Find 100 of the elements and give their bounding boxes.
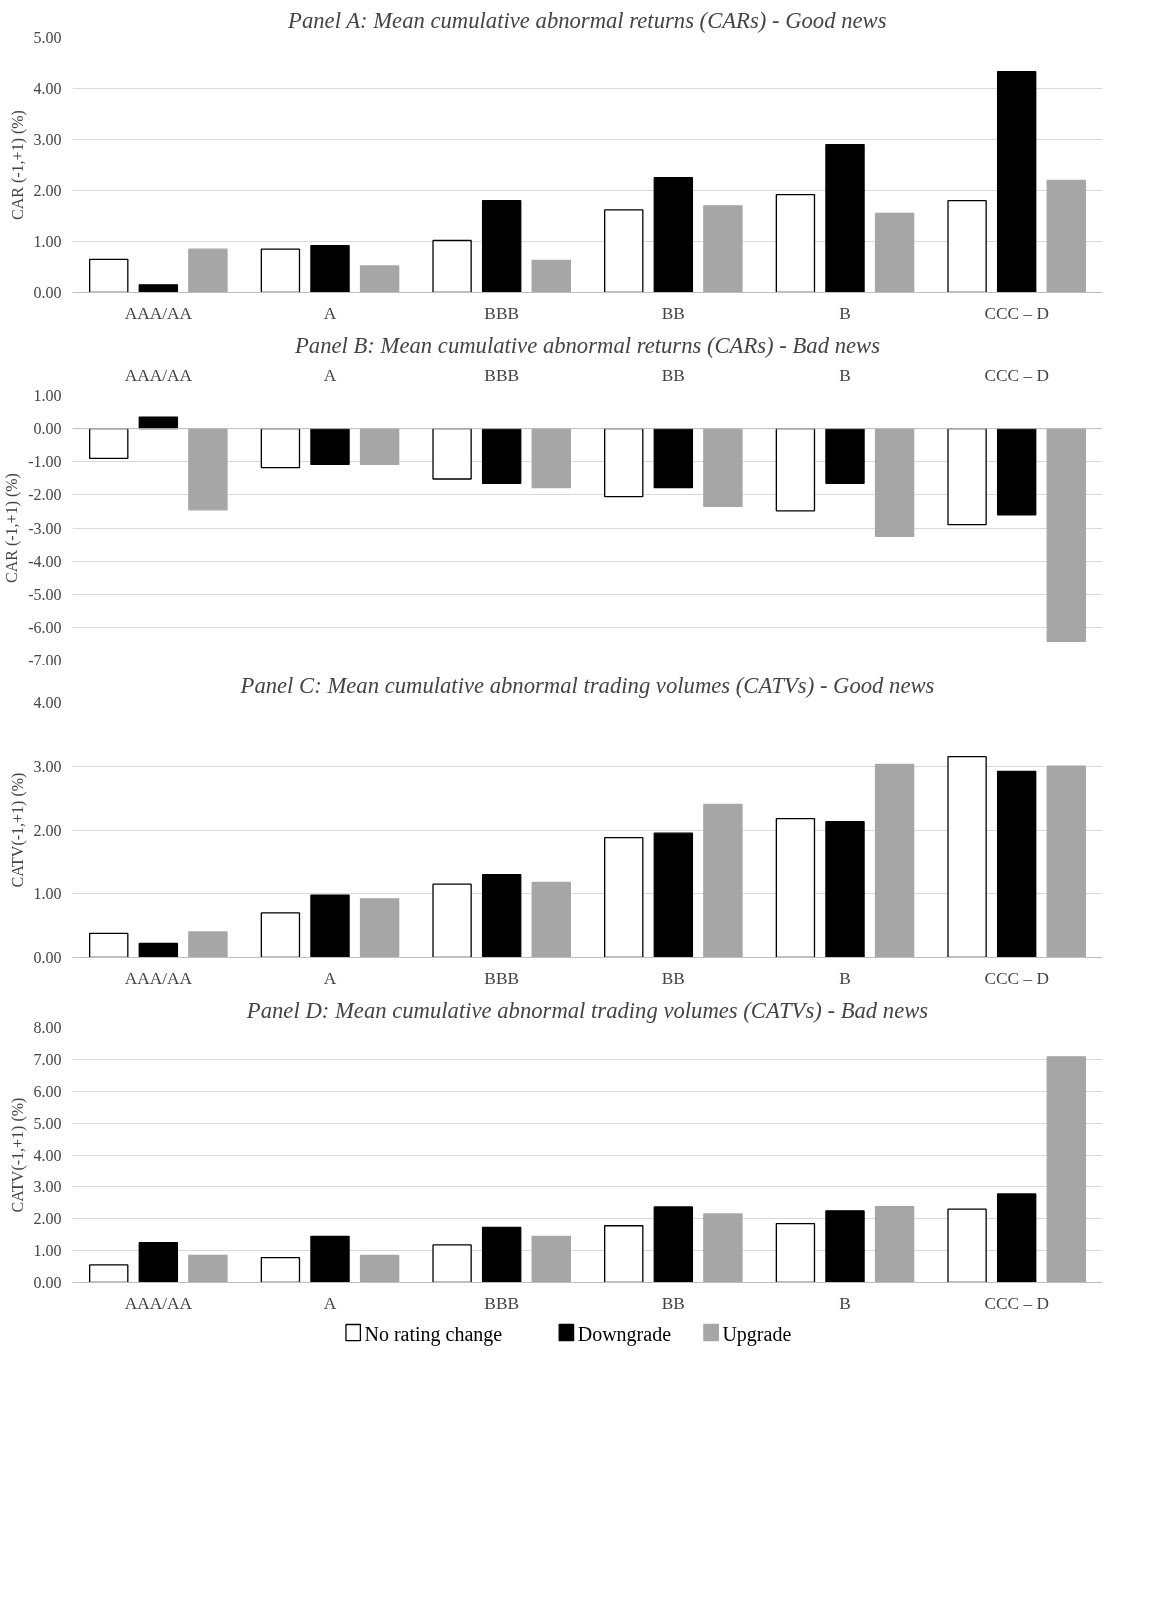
x-tick-label: A xyxy=(323,1293,337,1313)
bar xyxy=(138,284,179,293)
y-tick-label: 2.00 xyxy=(33,1210,62,1228)
bar xyxy=(1046,179,1086,293)
y-tick-label: 3.00 xyxy=(33,1178,62,1196)
y-tick-label: 7.00 xyxy=(33,1050,62,1068)
bar xyxy=(260,912,301,958)
y-tick-label: 2.00 xyxy=(33,182,62,199)
y-tick-label: -7.00 xyxy=(28,651,62,669)
y-tick-label: -1.00 xyxy=(28,453,62,471)
x-tick-label: B xyxy=(839,968,851,988)
y-tick-label: 2.00 xyxy=(33,821,62,839)
y-tick-label: 5.00 xyxy=(33,29,62,46)
bar xyxy=(825,143,865,293)
bar xyxy=(531,881,571,958)
bar xyxy=(996,71,1037,293)
bar xyxy=(874,212,915,293)
y-tick-label: 0.00 xyxy=(33,420,62,438)
bar xyxy=(775,193,816,293)
bar xyxy=(1046,765,1086,958)
bar xyxy=(310,244,350,293)
y-axis-title: CATV(-1,+1) (%) xyxy=(8,1097,27,1213)
bar xyxy=(604,837,644,958)
bar xyxy=(703,1213,743,1283)
bar xyxy=(359,265,400,293)
y-tick-label: -4.00 xyxy=(28,552,62,570)
legend-label: Upgrade xyxy=(722,1322,792,1346)
chart-title: Panel B: Mean cumulative abnormal returns (CARs) - Bad news xyxy=(294,332,881,358)
x-tick-label: AAA/AA xyxy=(124,1293,193,1313)
x-tick-label: BB xyxy=(661,365,685,385)
x-tick-label: BBB xyxy=(484,968,520,988)
bar xyxy=(260,248,301,293)
x-tick-label: BBB xyxy=(484,1293,520,1313)
bar xyxy=(432,883,472,958)
bar xyxy=(874,763,915,958)
bar xyxy=(260,1256,301,1283)
bar xyxy=(138,1242,179,1283)
x-tick-label: CCC – D xyxy=(984,303,1049,323)
bar xyxy=(775,1222,816,1283)
x-tick-label: BB xyxy=(661,1293,685,1313)
y-tick-label: 5.00 xyxy=(33,1114,62,1132)
bar xyxy=(653,832,694,958)
bar xyxy=(703,803,743,958)
bar xyxy=(947,200,987,293)
x-tick-label: CCC – D xyxy=(984,968,1049,988)
y-tick-label: 4.00 xyxy=(33,694,62,711)
x-tick-label: A xyxy=(323,968,337,988)
bar xyxy=(874,1205,915,1283)
bar xyxy=(481,1226,522,1283)
bar xyxy=(481,873,522,958)
bar xyxy=(604,209,644,293)
bar xyxy=(89,1264,129,1283)
x-tick-label: AAA/AA xyxy=(124,968,193,988)
bar xyxy=(359,1254,400,1283)
bar xyxy=(825,821,865,958)
y-tick-label: 0.00 xyxy=(33,949,62,966)
chart-title: Panel D: Mean cumulative abnormal trading volumes (CATVs) - Bad news xyxy=(245,997,929,1023)
legend-label: No rating change xyxy=(364,1322,503,1346)
bar xyxy=(89,258,129,293)
x-tick-label: CCC – D xyxy=(984,365,1049,385)
bar xyxy=(89,932,129,958)
x-tick-label: BB xyxy=(661,303,685,323)
bar xyxy=(996,1193,1037,1283)
chart-title: Panel A: Mean cumulative abnormal returns (CARs) - Good news xyxy=(287,7,887,33)
y-tick-label: 1.00 xyxy=(33,387,62,404)
bar xyxy=(996,770,1037,958)
y-tick-label: 1.00 xyxy=(33,233,62,250)
y-tick-label: 8.00 xyxy=(33,1019,62,1036)
x-tick-label: BB xyxy=(661,968,685,988)
x-tick-label: BBB xyxy=(484,303,520,323)
y-axis-title: CAR (-1,+1) (%) xyxy=(3,473,22,583)
x-tick-label: B xyxy=(839,303,851,323)
bar xyxy=(188,1254,228,1283)
bar xyxy=(653,1206,694,1283)
x-tick-label: BBB xyxy=(484,365,520,385)
y-tick-label: 3.00 xyxy=(33,131,62,148)
bar xyxy=(653,177,694,293)
x-tick-label: B xyxy=(839,365,851,385)
x-tick-label: B xyxy=(839,1293,851,1313)
bar xyxy=(432,1244,472,1283)
y-tick-label: 1.00 xyxy=(33,885,62,903)
bar xyxy=(310,1235,350,1283)
x-tick-label: AAA/AA xyxy=(124,365,193,385)
y-tick-label: 0.00 xyxy=(33,284,62,301)
bar xyxy=(947,1208,987,1283)
y-axis-title: CAR (-1,+1) (%) xyxy=(8,110,27,220)
chart-title: Panel C: Mean cumulative abnormal trading volumes (CATVs) - Good news xyxy=(239,672,935,698)
y-tick-label: 6.00 xyxy=(33,1082,62,1100)
bar xyxy=(1046,1056,1086,1283)
bar xyxy=(947,756,987,958)
bar xyxy=(825,1210,865,1283)
bar xyxy=(188,248,228,293)
legend-label: Downgrade xyxy=(577,1322,672,1346)
y-tick-label: 4.00 xyxy=(33,80,62,97)
bar xyxy=(531,259,571,293)
y-tick-label: -3.00 xyxy=(28,519,62,537)
bar xyxy=(775,817,816,958)
x-tick-label: CCC – D xyxy=(984,1293,1049,1313)
x-tick-label: AAA/AA xyxy=(124,303,193,323)
bar xyxy=(703,205,743,293)
